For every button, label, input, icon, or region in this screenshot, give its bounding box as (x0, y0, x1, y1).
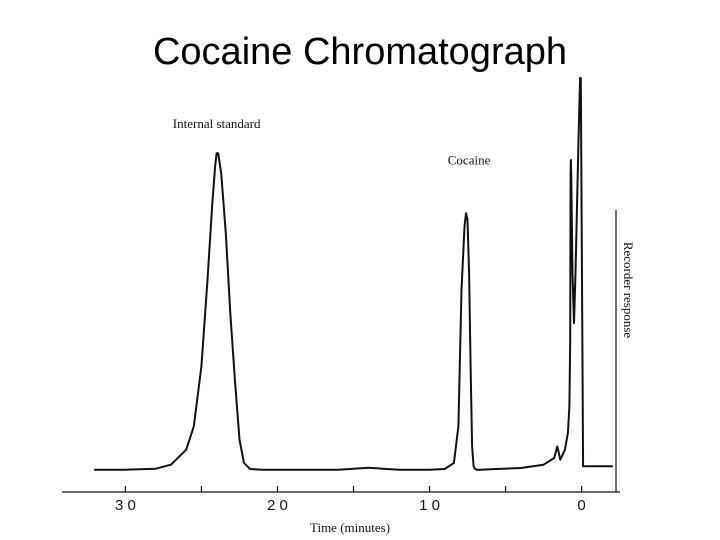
x-tick-label: 2 0 (267, 497, 288, 514)
y-axis-label: Recorder response (621, 242, 636, 339)
x-ticks (124, 486, 583, 492)
x-tick-labels: 3 0 2 0 1 0 0 (115, 497, 586, 514)
x-tick-label: 3 0 (115, 497, 136, 514)
x-tick-label: 1 0 (419, 497, 440, 514)
x-axis-label: Time (minutes) (310, 520, 390, 535)
x-tick-label: 0 (577, 497, 585, 514)
peak-annotation: Cocaine (448, 153, 491, 168)
peak-annotations: Internal standard Cocaine (173, 116, 491, 168)
slide-title: Cocaine Chromatograph (152, 31, 567, 73)
chromatogram-trace (94, 77, 613, 471)
peak-annotation: Internal standard (173, 116, 261, 131)
